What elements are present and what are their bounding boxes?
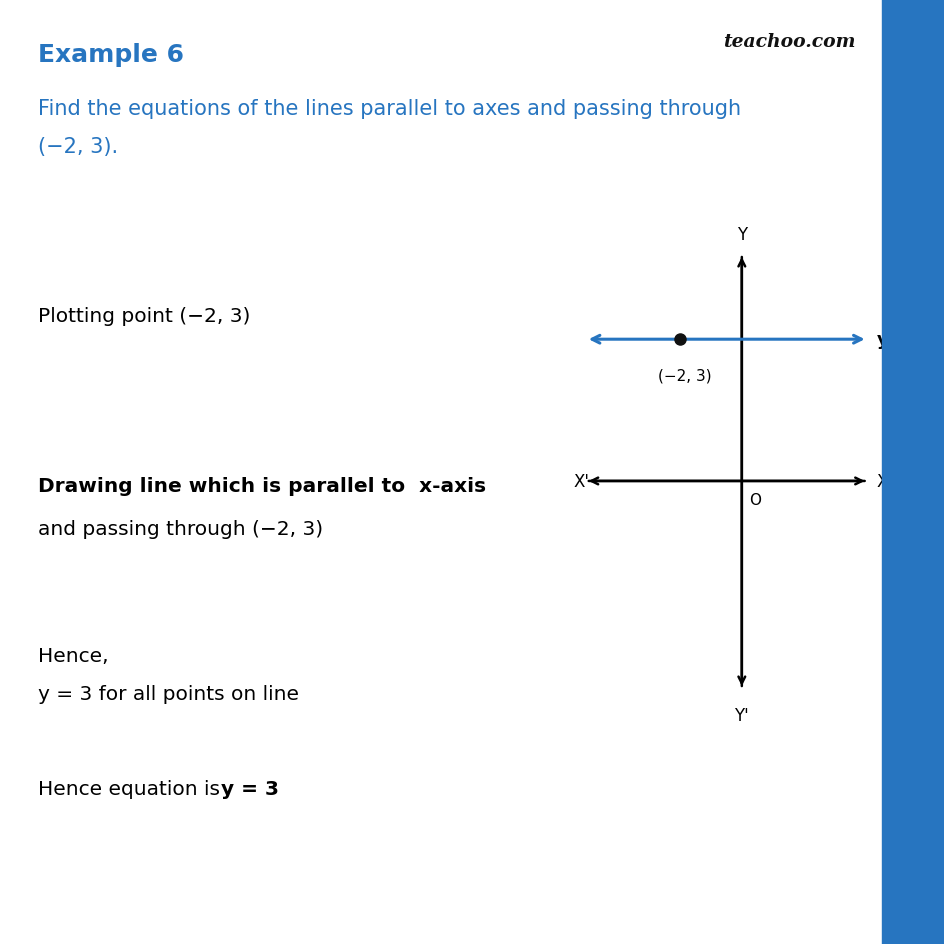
- Text: Hence,: Hence,: [38, 647, 109, 666]
- Text: Hence equation is: Hence equation is: [38, 779, 226, 798]
- Text: X': X': [573, 472, 589, 491]
- Text: (−2, 3): (−2, 3): [657, 368, 711, 383]
- Text: (−2, 3).: (−2, 3).: [38, 137, 118, 157]
- Text: X: X: [876, 472, 887, 491]
- Text: Example 6: Example 6: [38, 42, 183, 66]
- Text: Plotting point (−2, 3): Plotting point (−2, 3): [38, 307, 250, 326]
- Text: y = 3 for all points on line: y = 3 for all points on line: [38, 684, 298, 703]
- Bar: [881, 0, 944, 944]
- Text: y = 3: y = 3: [876, 330, 928, 349]
- Text: Drawing line which is parallel to  x-axis: Drawing line which is parallel to x-axis: [38, 477, 485, 496]
- Text: and passing through (−2, 3): and passing through (−2, 3): [38, 519, 323, 538]
- Text: O: O: [749, 493, 761, 508]
- Text: Find the equations of the lines parallel to axes and passing through: Find the equations of the lines parallel…: [38, 99, 740, 119]
- Text: teachoo.com: teachoo.com: [722, 33, 854, 51]
- Text: Y: Y: [736, 226, 746, 244]
- Text: y = 3: y = 3: [221, 779, 278, 798]
- Text: Y': Y': [733, 706, 749, 724]
